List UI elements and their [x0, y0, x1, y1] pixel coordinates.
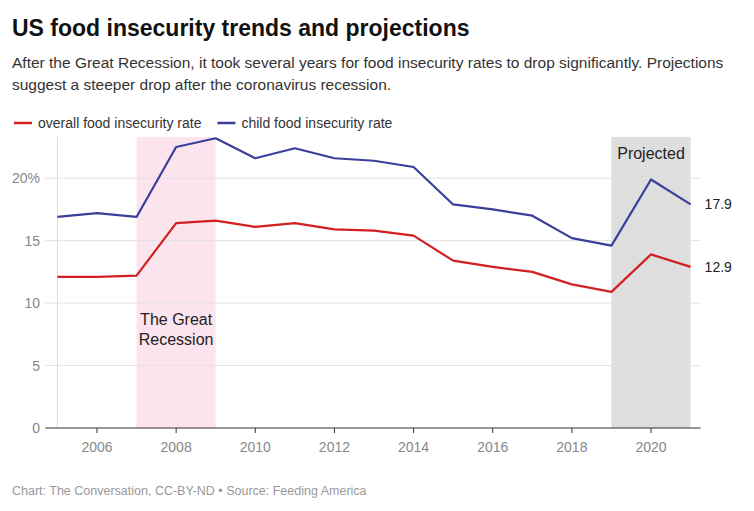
subtitle: After the Great Recession, it took sever…: [12, 52, 747, 96]
x-tick-label: 2012: [319, 439, 350, 455]
source: Chart: The Conversation, CC-BY-ND • Sour…: [12, 484, 367, 498]
x-tick-label: 2016: [477, 439, 508, 455]
legend-item: child food insecurity rate: [217, 115, 392, 131]
x-tick-label: 2014: [398, 439, 429, 455]
grid-line: [45, 240, 700, 241]
y-tick-label: 5: [32, 358, 40, 374]
chart: US food insecurity trends and projection…: [0, 0, 754, 511]
y-tick-label: 15: [24, 233, 40, 249]
legend-swatch: [217, 122, 235, 125]
grid-line: [45, 303, 700, 304]
x-axis-line: [45, 428, 700, 429]
x-tick: [571, 428, 572, 433]
x-tick: [413, 428, 414, 433]
shaded-region: [137, 137, 216, 428]
grid-line: [45, 365, 700, 366]
x-tick: [255, 428, 256, 433]
series-line: [57, 138, 690, 245]
legend-label: overall food insecurity rate: [38, 115, 202, 131]
y-tick-label: 20%: [12, 170, 40, 186]
title: US food insecurity trends and projection…: [12, 15, 470, 41]
x-tick: [96, 428, 97, 433]
grid-line: [45, 178, 700, 179]
annotation-line: Recession: [139, 331, 214, 348]
annotation-line: The Great: [140, 311, 213, 328]
legend-swatch: [14, 122, 32, 125]
x-tick-label: 2010: [240, 439, 271, 455]
x-tick: [492, 428, 493, 433]
legend-label: child food insecurity rate: [241, 115, 392, 131]
x-tick: [334, 428, 335, 433]
annotation-label: The Great Recession: [139, 311, 214, 348]
x-tick: [176, 428, 177, 433]
annotation-label: Projected: [617, 145, 685, 162]
y-tick-label: 10: [24, 295, 40, 311]
series-line: [57, 221, 690, 292]
value-label: 12.9: [705, 259, 732, 275]
x-tick-label: 2008: [161, 439, 192, 455]
x-tick-label: 2018: [556, 439, 587, 455]
plot-area: [57, 138, 690, 292]
x-tick-label: 2020: [635, 439, 666, 455]
y-axis-line: [57, 137, 58, 428]
y-tick-label: 0: [32, 420, 40, 436]
x-tick-label: 2006: [81, 439, 112, 455]
value-label: 17.9: [705, 196, 732, 212]
x-tick: [651, 428, 652, 433]
legend-item: overall food insecurity rate: [14, 115, 202, 131]
